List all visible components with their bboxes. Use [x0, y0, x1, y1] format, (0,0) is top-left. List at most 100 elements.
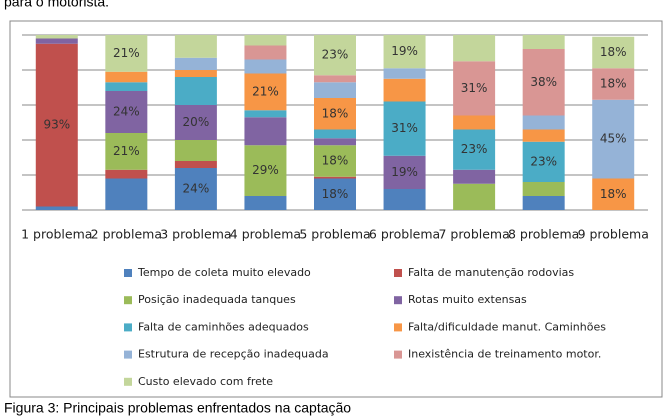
bar-segment — [453, 129, 496, 170]
legend-label: Inexistência de treinamento motor. — [408, 348, 601, 361]
data-label: 31% — [391, 121, 418, 135]
legend-label: Rotas muito extensas — [408, 293, 527, 306]
bar-segment — [592, 178, 635, 210]
bar-segment — [105, 82, 148, 91]
x-tick-label: 8 problema — [508, 227, 579, 242]
legend-swatch — [394, 296, 402, 305]
bar-segment — [314, 75, 356, 83]
data-label: 21% — [252, 84, 279, 98]
bar-segment — [592, 36, 635, 69]
bar-segment — [453, 183, 496, 210]
bar-segment — [592, 68, 635, 100]
data-label: 18% — [322, 187, 349, 201]
bar-segment — [35, 35, 78, 39]
data-label: 19% — [391, 44, 418, 58]
bar-segment — [522, 196, 565, 210]
bar-segment — [244, 35, 287, 46]
legend-label: Tempo de coleta muito elevado — [137, 266, 311, 279]
bar-segment — [383, 68, 426, 79]
bar-segment — [244, 145, 287, 196]
header-text: para o motorista. — [4, 0, 109, 10]
bar-segment — [453, 35, 496, 62]
x-tick-label: 1 problema — [21, 227, 92, 242]
bar-segment — [314, 178, 356, 210]
bar-segment — [383, 155, 426, 189]
bar-segment — [522, 49, 565, 116]
bar-segment — [314, 129, 356, 139]
bar-segment — [35, 43, 78, 207]
bar-segment — [522, 141, 565, 182]
bar-segment — [383, 35, 426, 69]
x-tick-label: 3 problema — [160, 227, 231, 242]
bar-segment — [174, 105, 217, 140]
bar-segment — [244, 110, 287, 118]
bar-segment — [244, 73, 287, 111]
legend-label: Custo elevado com frete — [138, 375, 273, 388]
bar-segment — [174, 35, 217, 58]
data-label: 20% — [183, 115, 210, 129]
data-label: 93% — [43, 118, 70, 132]
x-tick-label: 5 problema — [299, 227, 370, 242]
bar-segment — [314, 82, 356, 98]
data-label: 24% — [183, 182, 210, 196]
bar-segment — [522, 35, 565, 49]
data-label: 21% — [113, 46, 140, 60]
bar-segment — [244, 59, 287, 74]
bar-segment — [314, 98, 356, 130]
bar-segment — [174, 168, 217, 210]
bar-segment — [105, 35, 148, 72]
legend-label: Falta de caminhões adequados — [138, 320, 309, 333]
bar-segment — [174, 77, 217, 105]
legend-label: Falta/dificuldade manut. Caminhões — [408, 320, 606, 333]
bar-segment — [105, 71, 148, 83]
data-label: 29% — [252, 163, 279, 177]
data-label: 45% — [600, 132, 627, 146]
bar-segment — [174, 57, 217, 70]
data-label: 24% — [113, 105, 140, 119]
legend-swatch — [124, 296, 132, 305]
bar-segment — [35, 206, 78, 210]
bar-segment — [314, 138, 356, 146]
bar-segment — [314, 145, 356, 177]
legend-swatch — [394, 269, 402, 277]
data-label: 18% — [600, 187, 627, 201]
x-tick-label: 2 problema — [91, 227, 162, 242]
legend-label: Falta de manutenção rodovias — [408, 266, 574, 279]
legend-swatch — [124, 269, 132, 277]
x-tick-label: 9 problema — [578, 227, 649, 242]
data-label: 21% — [113, 144, 140, 158]
legend-swatch — [124, 323, 132, 332]
bar-segment — [314, 176, 356, 179]
bar-segment — [35, 38, 78, 44]
x-tick-label: 7 problema — [438, 227, 509, 242]
bar-segment — [383, 78, 426, 102]
data-label: 38% — [530, 75, 557, 89]
bar-segment — [453, 61, 496, 116]
bar-segment — [174, 140, 217, 161]
bar-segment — [522, 129, 565, 142]
bar-segment — [174, 70, 217, 77]
bar-segment — [105, 91, 148, 133]
x-tick-label: 6 problema — [369, 227, 440, 242]
data-label: 31% — [461, 81, 488, 95]
bar-segment — [453, 169, 496, 184]
bar-segment — [105, 133, 148, 170]
data-label: 23% — [461, 142, 488, 156]
legend-swatch — [124, 350, 132, 359]
x-tick-label: 4 problema — [230, 227, 301, 242]
bar-segment — [522, 115, 565, 130]
bar-segment — [105, 169, 148, 179]
legend-swatch — [394, 323, 402, 332]
bar-segment — [244, 45, 287, 60]
bar-segment — [244, 196, 287, 210]
data-label: 18% — [600, 45, 627, 59]
data-label: 18% — [600, 77, 627, 91]
data-label: 18% — [322, 106, 349, 120]
bar-segment — [522, 182, 565, 196]
data-label: 23% — [322, 48, 349, 62]
bar-segment — [105, 178, 148, 210]
data-label: 23% — [530, 154, 557, 168]
legend-label: Estrutura de recepção inadequada — [138, 348, 329, 361]
bar-segment — [453, 115, 496, 130]
caption: Figura 3: Principais problemas enfrentad… — [4, 400, 351, 416]
